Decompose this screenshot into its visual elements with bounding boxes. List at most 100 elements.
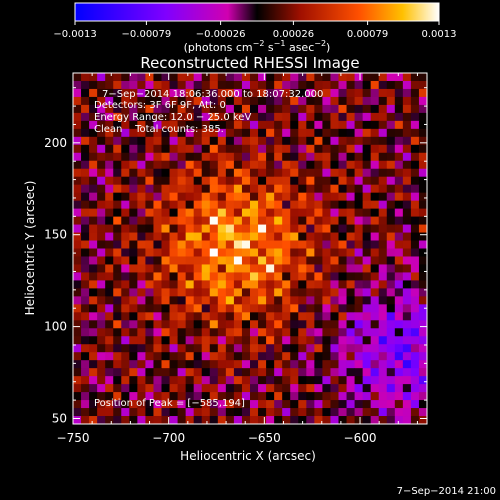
heatmap-cell	[282, 216, 291, 225]
heatmap-cell	[153, 128, 162, 138]
y-tick-label: 50	[52, 411, 67, 425]
heatmap-cell	[394, 152, 404, 162]
heatmap-cell	[410, 344, 420, 353]
heatmap-cell	[290, 96, 299, 106]
heatmap-cell	[298, 264, 307, 273]
heatmap-cell	[145, 128, 154, 138]
heatmap-cell	[306, 368, 315, 377]
heatmap-cell	[161, 80, 170, 90]
heatmap-cell	[274, 168, 283, 178]
heatmap-cell	[145, 328, 154, 337]
heatmap-cell	[97, 336, 106, 345]
heatmap-cell	[314, 200, 323, 210]
heatmap-cell	[418, 216, 427, 225]
heatmap-cell	[177, 384, 187, 393]
heatmap-cell	[386, 80, 396, 90]
heatmap-cell	[241, 216, 251, 225]
heatmap-cell	[217, 96, 227, 106]
heatmap-cell	[266, 296, 275, 305]
heatmap-cell	[322, 392, 331, 401]
heatmap-cell	[322, 352, 331, 361]
heatmap-cell	[378, 168, 388, 178]
heatmap-cell	[290, 240, 299, 249]
heatmap-cell	[121, 256, 130, 265]
heatmap-cell	[217, 88, 227, 98]
heatmap-cell	[322, 280, 331, 289]
heatmap-cell	[378, 216, 388, 225]
heatmap-cell	[354, 256, 364, 265]
heatmap-cell	[105, 73, 114, 82]
heatmap-cell	[394, 232, 404, 241]
heatmap-cell	[145, 336, 154, 345]
heatmap-cell	[185, 272, 195, 281]
heatmap-cell	[394, 328, 404, 337]
heatmap-cell	[346, 408, 355, 417]
heatmap-cell	[410, 144, 420, 154]
heatmap-cell	[153, 104, 162, 114]
heatmap-cell	[330, 256, 339, 265]
heatmap-cell	[145, 296, 154, 305]
heatmap-cell	[161, 336, 170, 345]
heatmap-cell	[105, 232, 114, 241]
heatmap-cell	[169, 200, 178, 210]
heatmap-cell	[185, 256, 195, 265]
heatmap-cell	[402, 200, 412, 210]
heatmap-cell	[378, 104, 388, 114]
heatmap-cell	[169, 256, 178, 265]
heatmap-cell	[73, 400, 82, 409]
heatmap-cell	[113, 280, 122, 289]
heatmap-cell	[81, 336, 90, 345]
heatmap-cell	[298, 136, 307, 146]
heatmap-cell	[121, 400, 130, 409]
heatmap-cell	[418, 360, 427, 369]
heatmap-cell	[266, 208, 275, 217]
heatmap-cell	[322, 232, 331, 241]
heatmap-cell	[338, 336, 347, 345]
heatmap-cell	[105, 256, 114, 265]
heatmap-cell	[89, 224, 98, 233]
heatmap-cell	[410, 120, 420, 130]
heatmap-cell	[241, 272, 251, 281]
heatmap-cell	[97, 392, 106, 401]
heatmap-cell	[105, 280, 114, 289]
heatmap-cell	[145, 240, 154, 249]
heatmap-cell	[418, 256, 427, 265]
heatmap-cell	[129, 288, 138, 297]
heatmap-cell	[354, 224, 364, 233]
heatmap-cell	[97, 208, 106, 217]
heatmap-cell	[161, 312, 170, 321]
heatmap-cell	[161, 184, 170, 194]
heatmap-cell	[201, 144, 211, 154]
heatmap-cell	[410, 208, 420, 217]
heatmap-cell	[322, 264, 331, 273]
heatmap-cell	[354, 144, 364, 154]
heatmap-cell	[378, 176, 388, 186]
heatmap-cell	[330, 208, 339, 217]
heatmap-cell	[394, 280, 404, 289]
heatmap-cell	[121, 240, 130, 249]
heatmap-cell	[410, 336, 420, 345]
heatmap-cell	[193, 248, 203, 257]
heatmap-cell	[314, 104, 323, 114]
heatmap-cell	[282, 384, 291, 393]
heatmap-cell	[282, 208, 291, 217]
heatmap-cell	[73, 176, 82, 186]
heatmap-cell	[330, 312, 339, 321]
heatmap-cell	[306, 112, 315, 122]
heatmap-cell	[193, 152, 203, 162]
heatmap-cell	[314, 176, 323, 186]
heatmap-cell	[225, 144, 235, 154]
heatmap-cell	[97, 120, 106, 130]
heatmap-cell	[258, 184, 267, 194]
heatmap-cell	[402, 376, 412, 385]
heatmap-cell	[233, 128, 243, 138]
heatmap-cell	[330, 136, 339, 146]
heatmap-cell	[370, 288, 380, 297]
heatmap-cell	[193, 208, 203, 217]
heatmap-cell	[338, 208, 347, 217]
heatmap-cell	[169, 73, 178, 82]
heatmap-cell	[217, 352, 227, 361]
heatmap-cell	[145, 192, 154, 202]
heatmap-cell	[378, 96, 388, 106]
heatmap-cell	[201, 288, 211, 297]
